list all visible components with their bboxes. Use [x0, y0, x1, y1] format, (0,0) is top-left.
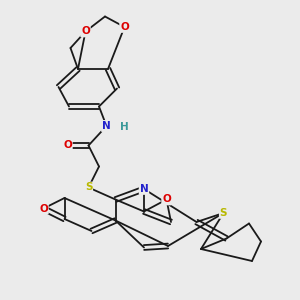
Text: O: O [63, 140, 72, 151]
Text: O: O [120, 22, 129, 32]
Text: N: N [102, 121, 111, 131]
Text: O: O [162, 194, 171, 205]
Text: N: N [140, 184, 148, 194]
Text: O: O [81, 26, 90, 37]
Text: H: H [120, 122, 129, 133]
Text: S: S [85, 182, 92, 193]
Text: N: N [102, 121, 111, 131]
Text: S: S [220, 208, 227, 218]
Text: O: O [39, 203, 48, 214]
Text: H: H [120, 122, 129, 133]
